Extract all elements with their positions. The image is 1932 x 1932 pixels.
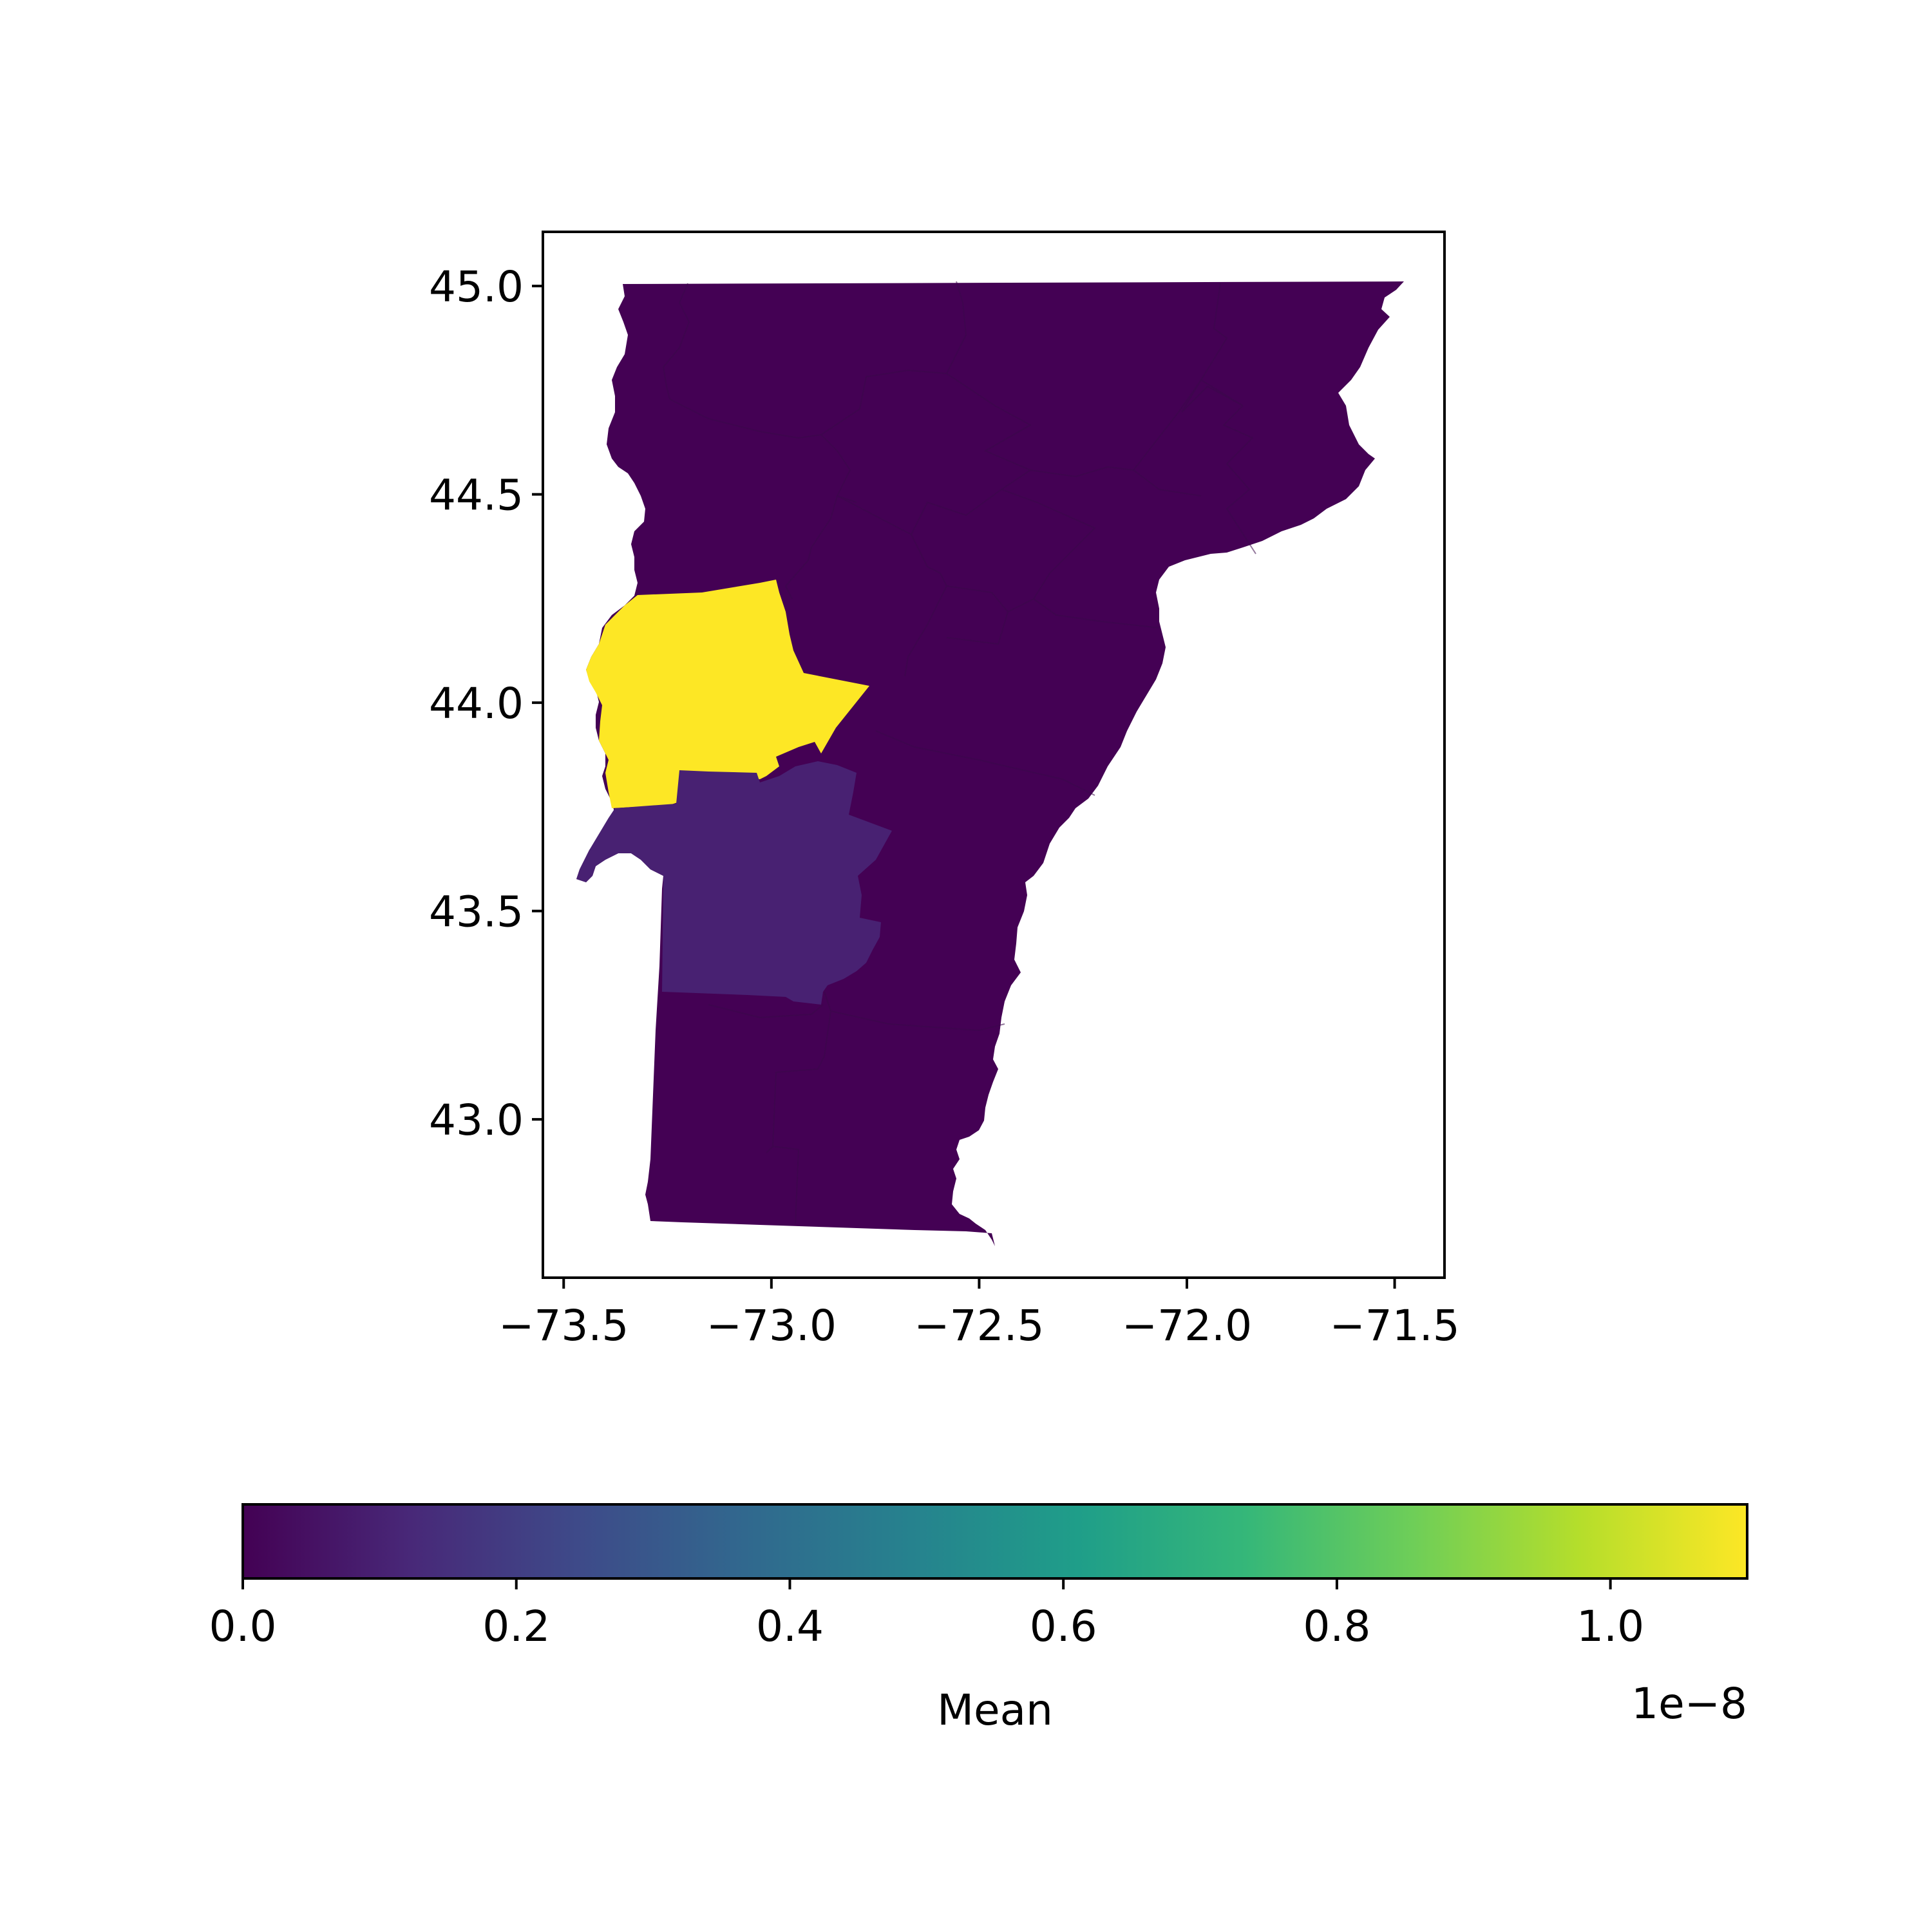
county-region-addison: [586, 580, 869, 808]
x-tick-label: −72.0: [1122, 1301, 1252, 1350]
county-region-rutland: [576, 761, 892, 1005]
colorbar-tick-label: 0.8: [1303, 1602, 1370, 1651]
y-tick-label: 43.0: [429, 1095, 524, 1145]
colorbar: 0.0 0.2 0.4 0.6 0.8 1.0 Mean 1e−8: [209, 1503, 1748, 1735]
colorbar-tick-label: 0.6: [1030, 1602, 1097, 1651]
colorbar-offset-text: 1e−8: [1631, 1679, 1747, 1728]
colorbar-tick-label: 0.0: [209, 1602, 277, 1651]
colorbar-label: Mean: [937, 1685, 1053, 1735]
y-tick-label: 44.5: [429, 471, 524, 520]
y-tick-label: 44.0: [429, 679, 524, 728]
colorbar-gradient: [242, 1503, 1748, 1580]
county-region-other: [576, 281, 1404, 1246]
colorbar-ticks: 0.0 0.2 0.4 0.6 0.8 1.0: [209, 1578, 1644, 1651]
y-tick-label: 45.0: [429, 262, 524, 312]
map-axes: −73.5 −73.0 −72.5 −72.0 −71.5 43.0 43.5 44.0 44…: [429, 231, 1460, 1350]
x-tick-label: −73.5: [498, 1301, 629, 1350]
x-axis-ticks: −73.5 −73.0 −72.5 −72.0 −71.5: [498, 1278, 1460, 1350]
county-regions: [576, 281, 1404, 1246]
colorbar-tick-label: 0.2: [482, 1602, 550, 1651]
map-axes-frame: [542, 231, 1446, 1279]
colorbar-tick-label: 1.0: [1577, 1602, 1644, 1651]
x-tick-label: −71.5: [1329, 1301, 1459, 1350]
county-borders: [662, 281, 1256, 1224]
y-axis-ticks: 43.0 43.5 44.0 44.5 45.0: [429, 262, 543, 1145]
x-tick-label: −73.0: [706, 1301, 837, 1350]
colorbar-tick-label: 0.4: [756, 1602, 824, 1651]
y-tick-label: 43.5: [429, 887, 524, 937]
x-tick-label: −72.5: [914, 1301, 1044, 1350]
